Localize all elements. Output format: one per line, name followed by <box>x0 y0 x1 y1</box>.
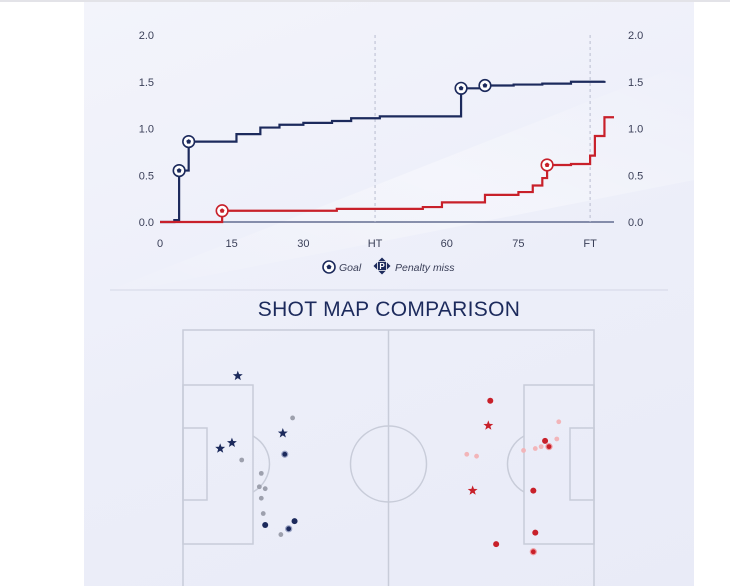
shot-blocked-marker <box>554 436 560 442</box>
legend-label-penalty-miss: Penalty miss <box>395 262 455 274</box>
shot-blocked-marker <box>532 446 538 451</box>
shot-blocked-marker <box>262 486 268 492</box>
left-penalty-box <box>182 384 254 545</box>
x-tick-label: HT <box>368 238 383 250</box>
xg-timeline-chart: 0.0 0.5 1.0 1.5 2.0 0.0 0.5 1.0 1.5 2.0 0 15 30 HT 6… <box>139 30 644 250</box>
shot-marker <box>542 437 549 444</box>
right-penalty-box <box>523 384 595 545</box>
shot-blocked-marker <box>556 419 562 425</box>
legend-label-goal: Goal <box>339 262 362 274</box>
y-tick-label-left: 1.5 <box>139 77 154 89</box>
goal-marker-icon <box>454 81 468 95</box>
y-axis-right: 0.0 0.5 1.0 1.5 2.0 <box>628 30 643 229</box>
right-penalty-arc <box>506 435 525 493</box>
home-shots <box>215 370 298 537</box>
shot-blocked-marker <box>538 444 544 450</box>
football-pitch <box>182 329 595 586</box>
shot-marker <box>291 518 298 525</box>
left-six-yard-box <box>182 427 208 501</box>
goal-marker-icon <box>182 134 196 149</box>
away-shots <box>464 397 562 556</box>
series-layer <box>160 80 614 224</box>
shot-marker <box>532 529 539 536</box>
reference-lines <box>374 35 591 222</box>
shot-blocked-marker <box>256 484 262 490</box>
shot-on-target-marker <box>281 450 289 458</box>
shot-goal-marker <box>467 485 478 495</box>
shot-on-target-marker <box>285 525 293 533</box>
shot-goal-marker <box>483 420 494 430</box>
goal-marker-icon <box>478 78 492 93</box>
x-tick-label: FT <box>583 238 597 250</box>
shot-on-target-marker <box>545 443 553 451</box>
shot-on-target-marker <box>529 548 537 556</box>
shot-marker <box>262 522 269 528</box>
y-tick-label-left: 0.0 <box>139 217 154 229</box>
shot-marker <box>493 541 500 548</box>
y-tick-label-right: 2.0 <box>628 30 643 42</box>
window-top-border <box>0 0 730 2</box>
shot-blocked-marker <box>290 415 295 421</box>
right-six-yard-box <box>569 427 595 501</box>
shot-goal-marker <box>277 428 288 438</box>
x-tick-label: 60 <box>441 238 453 250</box>
shot-blocked-marker <box>258 495 264 501</box>
shot-goal-marker <box>215 443 226 453</box>
goal-marker-icon <box>540 158 554 172</box>
goal-marker-icon <box>215 204 229 218</box>
shot-blocked-marker <box>239 457 245 463</box>
y-tick-label-right: 1.5 <box>628 77 643 89</box>
y-tick-label-right: 0.0 <box>628 217 643 229</box>
shot-marker <box>530 487 537 494</box>
penalty-miss-icon: P <box>373 257 391 275</box>
shot-blocked-marker <box>474 453 479 459</box>
football-icon <box>322 260 336 274</box>
goal-markers <box>172 78 554 218</box>
x-tick-label: 30 <box>297 238 309 250</box>
shot-goal-marker <box>226 437 237 447</box>
x-tick-label: 75 <box>512 238 524 250</box>
shot-blocked-marker <box>464 451 470 457</box>
y-tick-label-right: 0.5 <box>628 170 643 182</box>
shot-map-title: SHOT MAP COMPARISON <box>258 298 520 321</box>
background-sheen <box>84 60 694 300</box>
shot-blocked-marker <box>258 470 264 476</box>
shot-blocked-marker <box>521 448 526 453</box>
x-tick-label: 0 <box>157 238 163 250</box>
x-tick-label: 15 <box>226 238 238 250</box>
y-tick-label-right: 1.0 <box>628 124 643 136</box>
shot-goal-marker <box>232 370 243 381</box>
y-axis-left: 0.0 0.5 1.0 1.5 2.0 <box>139 30 154 229</box>
goal-marker-icon <box>172 163 186 178</box>
shot-blocked-marker <box>278 532 284 537</box>
y-tick-label-left: 2.0 <box>139 30 154 42</box>
y-tick-label-left: 0.5 <box>139 170 154 182</box>
y-tick-label-left: 1.0 <box>139 124 154 136</box>
shot-marker <box>487 397 494 404</box>
chart-legend: Goal P Penalty miss <box>322 257 455 275</box>
series-line-away <box>160 116 614 224</box>
x-axis: 0 15 30 HT 60 75 FT <box>157 238 597 250</box>
series-line-home <box>160 80 606 224</box>
shot-blocked-marker <box>260 511 266 516</box>
left-penalty-arc <box>252 435 271 493</box>
svg-text:P: P <box>379 262 385 271</box>
centre-circle <box>349 425 428 503</box>
